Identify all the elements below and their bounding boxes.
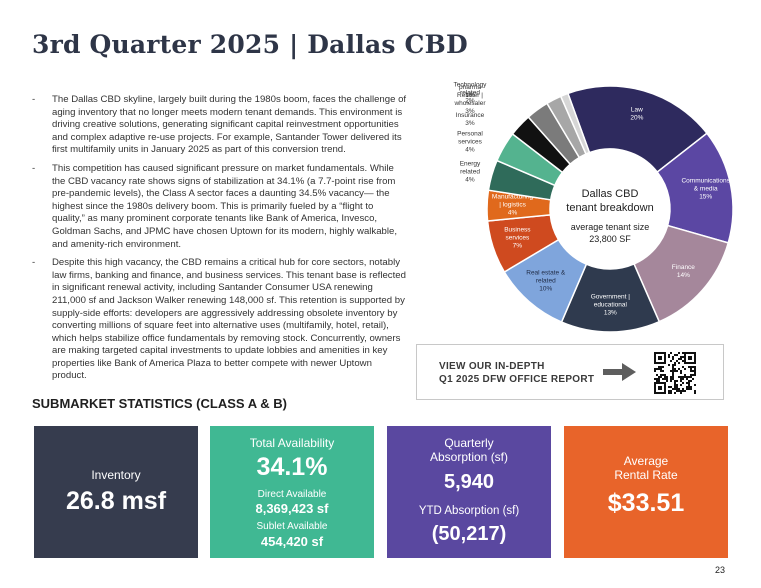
slice-label: Communications & media 15% xyxy=(681,177,730,200)
arrow-right-icon xyxy=(603,363,636,381)
slice-label: Energy related 4% xyxy=(460,160,481,183)
slice-label: Manufacturing | logistics 4% xyxy=(492,193,534,216)
qr-code-icon[interactable] xyxy=(653,351,697,395)
slice-label: Insurance 3% xyxy=(456,112,485,127)
slice-label: Business services 7% xyxy=(504,226,531,249)
report-link-line1: VIEW OUR IN-DEPTH xyxy=(439,361,545,372)
rent-label-line2: Rental Rate xyxy=(614,468,678,482)
chart-subtitle: tenant breakdown xyxy=(566,202,654,214)
availability-value: 34.1% xyxy=(256,453,328,481)
donut-chart-svg: Law 20% Communications & media 15% Finance 14%… xyxy=(453,82,734,333)
absorption-card: Quarterly Absorption (sf) 5,940 YTD Abso… xyxy=(387,426,551,558)
inventory-value: 26.8 msf xyxy=(65,487,167,515)
bullet-text: Despite this high vacancy, the CBD remai… xyxy=(52,257,406,382)
page-number: 23 xyxy=(715,565,726,575)
sublet-available-label: Sublet Available xyxy=(256,521,328,532)
bullet-item: - This competition has caused significan… xyxy=(32,163,407,251)
bullet-item: - The Dallas CBD skyline, largely built … xyxy=(32,94,407,157)
pie-slice xyxy=(566,85,708,174)
absorption-value: 5,940 xyxy=(443,471,495,493)
availability-card: Total Availability 34.1% Direct Availabl… xyxy=(210,426,374,558)
chart-title: Dallas CBD xyxy=(581,188,639,200)
slice-label: Real estate & related 10% xyxy=(526,269,566,292)
sublet-available-value: 454,420 sf xyxy=(260,534,324,549)
direct-available-value: 8,369,423 sf xyxy=(255,501,329,516)
absorption-label-line2: Absorption (sf) xyxy=(429,450,509,464)
bullet-dash: - xyxy=(32,162,36,174)
pie-slice xyxy=(559,92,591,156)
rent-value: $33.51 xyxy=(607,489,685,517)
slice-label: Government | educational 13% xyxy=(591,293,631,316)
bullet-dash: - xyxy=(32,94,36,105)
report-link-box[interactable]: VIEW OUR IN-DEPTH Q1 2025 DFW OFFICE REP… xyxy=(416,344,724,400)
section-title: SUBMARKET STATISTICS (CLASS A & B) xyxy=(32,396,287,411)
page-title: 3rd Quarter 2025 | Dallas CBD xyxy=(32,30,468,59)
rent-label-line1: Average xyxy=(623,454,669,468)
inventory-card: Inventory 26.8 msf xyxy=(34,426,198,558)
inventory-label: Inventory xyxy=(91,468,141,482)
chart-note-value: 23,800 SF xyxy=(589,234,631,244)
report-link-text[interactable]: VIEW OUR IN-DEPTH Q1 2025 DFW OFFICE REP… xyxy=(439,360,594,386)
chart-center-label: Dallas CBD tenant breakdown average tena… xyxy=(555,187,665,245)
availability-label: Total Availability xyxy=(249,436,335,450)
bullet-dash: - xyxy=(32,257,36,269)
bullet-text: The Dallas CBD skyline, largely built du… xyxy=(52,94,407,156)
bullet-text: This competition has caused significant … xyxy=(52,162,398,250)
ytd-absorption-value: (50,217) xyxy=(431,523,507,545)
direct-available-label: Direct Available xyxy=(257,489,327,500)
ytd-absorption-label: YTD Absorption (sf) xyxy=(418,505,520,517)
chart-note-label: average tenant size xyxy=(570,222,650,232)
report-link-line2: Q1 2025 DFW OFFICE REPORT xyxy=(439,374,595,385)
tenant-breakdown-chart: Law 20% Communications & media 15% Finance 14%… xyxy=(420,82,740,342)
absorption-label-line1: Quarterly xyxy=(444,436,494,450)
rent-card: Average Rental Rate $33.51 xyxy=(564,426,728,558)
bullet-item: - Despite this high vacancy, the CBD rem… xyxy=(32,257,407,383)
slice-label: Finance 14% xyxy=(672,264,696,279)
commentary-list: - The Dallas CBD skyline, largely built … xyxy=(32,94,407,389)
slice-label: Law 20% xyxy=(630,106,643,121)
slice-label: Personal services 4% xyxy=(457,131,483,154)
slice-label: Technology related 2% xyxy=(454,82,488,104)
slice-label: Retailer | wholesaler 3% xyxy=(453,92,486,115)
